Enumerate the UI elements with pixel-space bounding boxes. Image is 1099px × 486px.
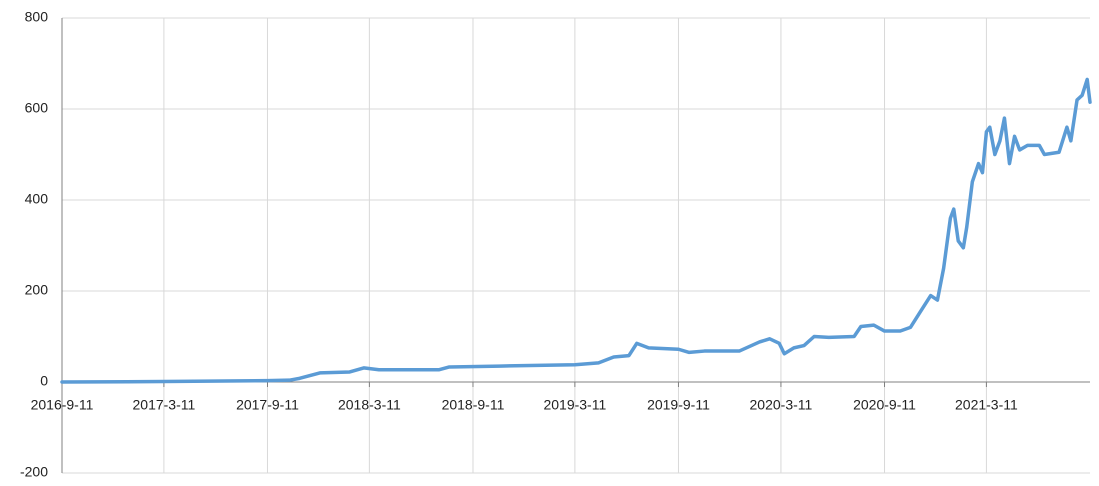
x-tick-label: 2020-9-11 [853,397,916,413]
x-tick-label: 2018-9-11 [442,397,505,413]
x-tick-label: 2018-3-11 [338,397,401,413]
y-tick-label: 800 [25,9,49,25]
x-tick-label: 2019-9-11 [647,397,710,413]
y-tick-label: 400 [25,191,49,207]
x-tick-label: 2021-3-11 [955,397,1018,413]
x-tick-label: 2017-9-11 [236,397,299,413]
x-tick-label: 2019-3-11 [543,397,606,413]
x-tick-label: 2017-3-11 [133,397,196,413]
data-line [60,77,1092,384]
y-tick-label: 600 [25,100,49,116]
y-tick-label: 0 [40,373,48,389]
y-tick-label: -200 [20,464,48,480]
x-tick-label: 2020-3-11 [750,397,813,413]
y-tick-label: 200 [25,282,49,298]
